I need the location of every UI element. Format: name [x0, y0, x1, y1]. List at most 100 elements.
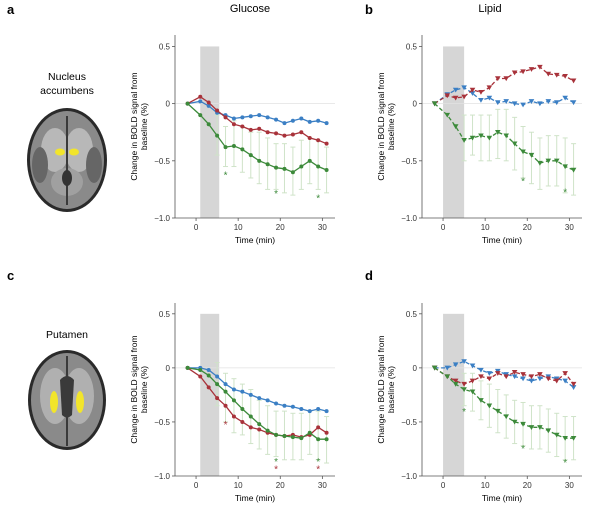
y-tick-label: 0	[166, 364, 171, 373]
data-point-blue	[452, 87, 459, 93]
data-point-green	[223, 389, 228, 394]
data-point-red	[316, 138, 321, 143]
y-axis-label: baseline (%)	[139, 103, 149, 150]
data-point-green	[520, 149, 526, 155]
data-point-red	[545, 71, 552, 77]
data-point-green	[537, 160, 543, 166]
y-tick-label: 0.5	[406, 310, 418, 319]
data-point-red	[223, 403, 228, 408]
data-point-green	[274, 432, 279, 437]
panel-letter: a	[7, 2, 15, 17]
data-point-blue	[240, 389, 245, 394]
data-point-green	[282, 433, 287, 438]
panel-c: c 0.5 0 −0.5 −1.0 0 10 20 30 Time (min) Change in …	[7, 268, 335, 503]
data-point-green	[494, 408, 501, 414]
x-tick-label: 20	[276, 481, 285, 490]
data-point-red	[307, 135, 312, 140]
x-tick-label: 0	[194, 481, 199, 490]
data-point-red	[324, 430, 329, 435]
column-title-glucose: Glucose	[230, 3, 270, 15]
data-point-green	[215, 133, 220, 138]
y-tick-label: 0	[413, 364, 418, 373]
data-point-blue	[570, 385, 577, 390]
data-point-red	[248, 127, 253, 132]
significance-marker: *	[563, 188, 567, 199]
data-point-blue	[257, 396, 262, 401]
data-point-red	[274, 131, 279, 136]
data-point-green	[444, 374, 451, 380]
error-bar	[223, 372, 229, 423]
y-tick-label: −0.5	[154, 418, 170, 427]
y-axis-label: baseline (%)	[386, 103, 396, 150]
stimulus-window	[443, 46, 465, 218]
y-tick-label: −0.5	[154, 157, 170, 166]
data-point-blue	[528, 99, 535, 104]
y-tick-label: 0	[413, 100, 418, 109]
data-point-red	[240, 124, 245, 129]
data-point-green	[248, 153, 253, 158]
data-point-green	[185, 101, 190, 106]
panel-letter: d	[365, 268, 373, 283]
data-point-red	[494, 371, 501, 376]
data-point-blue	[240, 115, 245, 120]
data-point-green	[316, 164, 321, 169]
data-point-blue	[307, 409, 312, 414]
data-point-green	[265, 428, 270, 433]
data-point-green	[265, 162, 270, 167]
x-axis-label: Time (min)	[235, 493, 275, 503]
data-point-green	[257, 158, 262, 163]
y-axis-label: Change in BOLD signal from	[376, 335, 386, 443]
panel-letter: c	[7, 268, 14, 283]
highlight-left	[50, 391, 58, 413]
data-point-green	[206, 122, 211, 127]
data-point-green	[231, 143, 236, 148]
data-point-green	[469, 135, 476, 141]
data-point-blue	[562, 95, 568, 101]
highlight-right	[69, 148, 79, 156]
y-tick-label: 0.5	[406, 42, 418, 51]
data-point-green	[290, 170, 295, 175]
x-axis-label: Time (min)	[235, 235, 275, 245]
data-point-green	[520, 421, 526, 427]
data-point-green	[511, 419, 518, 425]
row-label-nucleus: Nucleus	[48, 71, 86, 83]
data-point-red	[231, 122, 236, 127]
data-point-green	[452, 381, 459, 387]
x-tick-label: 30	[318, 481, 327, 490]
data-point-blue	[537, 101, 543, 107]
data-point-blue	[469, 363, 476, 369]
significance-marker: *	[316, 193, 320, 204]
data-point-red	[215, 108, 220, 113]
data-point-blue	[452, 362, 459, 368]
y-axis-label: baseline (%)	[139, 366, 149, 413]
error-bar	[231, 378, 237, 434]
data-point-green	[570, 167, 577, 173]
data-point-green	[461, 138, 467, 143]
x-tick-label: 10	[234, 223, 243, 232]
data-point-green	[562, 164, 568, 170]
data-point-red	[206, 100, 211, 105]
data-point-red	[231, 414, 236, 419]
data-point-green	[307, 158, 312, 163]
data-point-red	[562, 371, 568, 376]
data-point-red	[520, 69, 526, 75]
error-bar	[256, 131, 262, 185]
significance-marker: *	[316, 464, 320, 475]
data-point-blue	[206, 368, 211, 373]
significance-marker: *	[521, 176, 525, 187]
row-label-accumbens: accumbens	[40, 85, 94, 97]
data-point-blue	[215, 374, 220, 379]
data-point-blue	[324, 409, 329, 414]
data-point-red	[486, 85, 493, 91]
y-tick-label: 0	[166, 100, 171, 109]
data-point-red	[257, 427, 262, 432]
stimulus-window	[443, 313, 465, 476]
data-point-red	[537, 372, 543, 377]
data-point-red	[503, 76, 510, 82]
error-bar	[231, 120, 237, 168]
x-tick-label: 10	[234, 481, 243, 490]
data-point-green	[528, 425, 535, 430]
data-point-red	[290, 132, 295, 137]
data-point-green	[316, 437, 321, 442]
